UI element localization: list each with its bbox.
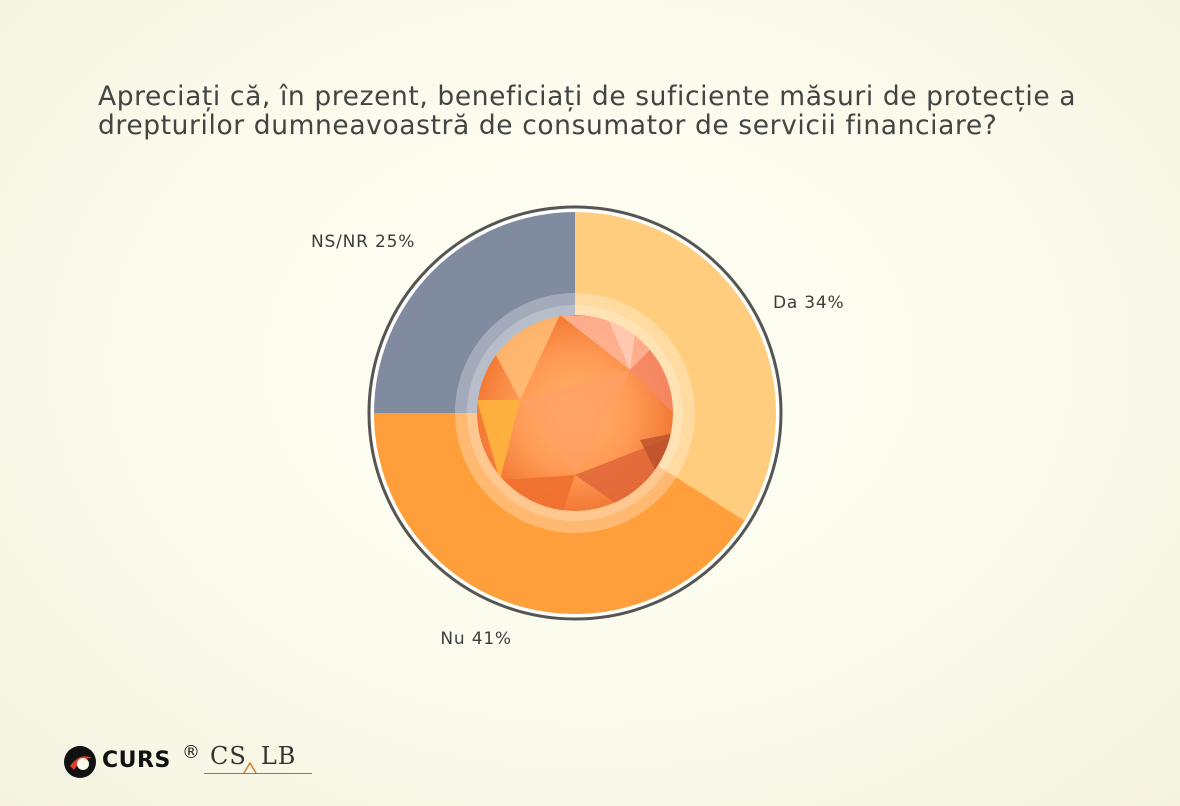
cs-logo-right: LB: [260, 742, 297, 770]
chart-title-line-1: Apreciați că, în prezent, beneficiați de…: [98, 81, 1077, 112]
registered-mark: ®: [182, 742, 200, 763]
pie-inner-border: [371, 209, 779, 617]
curs-logo-icon: [64, 746, 96, 778]
cs-logo-underline: [204, 773, 312, 774]
logos: CURS ® CS LB: [62, 740, 322, 784]
pie-label-ns-nr: NS/NR 25%: [311, 232, 415, 252]
pie-outer-ring: [367, 205, 783, 621]
pie-label-da: Da 34%: [773, 293, 845, 313]
chart-title-line-2: drepturilor dumneavoastră de consumator …: [98, 110, 998, 141]
cs-logo-text: CS LB: [210, 742, 296, 770]
pie-label-nu: Nu 41%: [440, 629, 511, 649]
cs-logo-left: CS: [210, 742, 247, 770]
chart-title: Apreciați că, în prezent, beneficiați de…: [98, 82, 1180, 140]
curs-logo-text: CURS: [102, 748, 171, 773]
cs-logo-chevron-icon: [243, 762, 257, 774]
